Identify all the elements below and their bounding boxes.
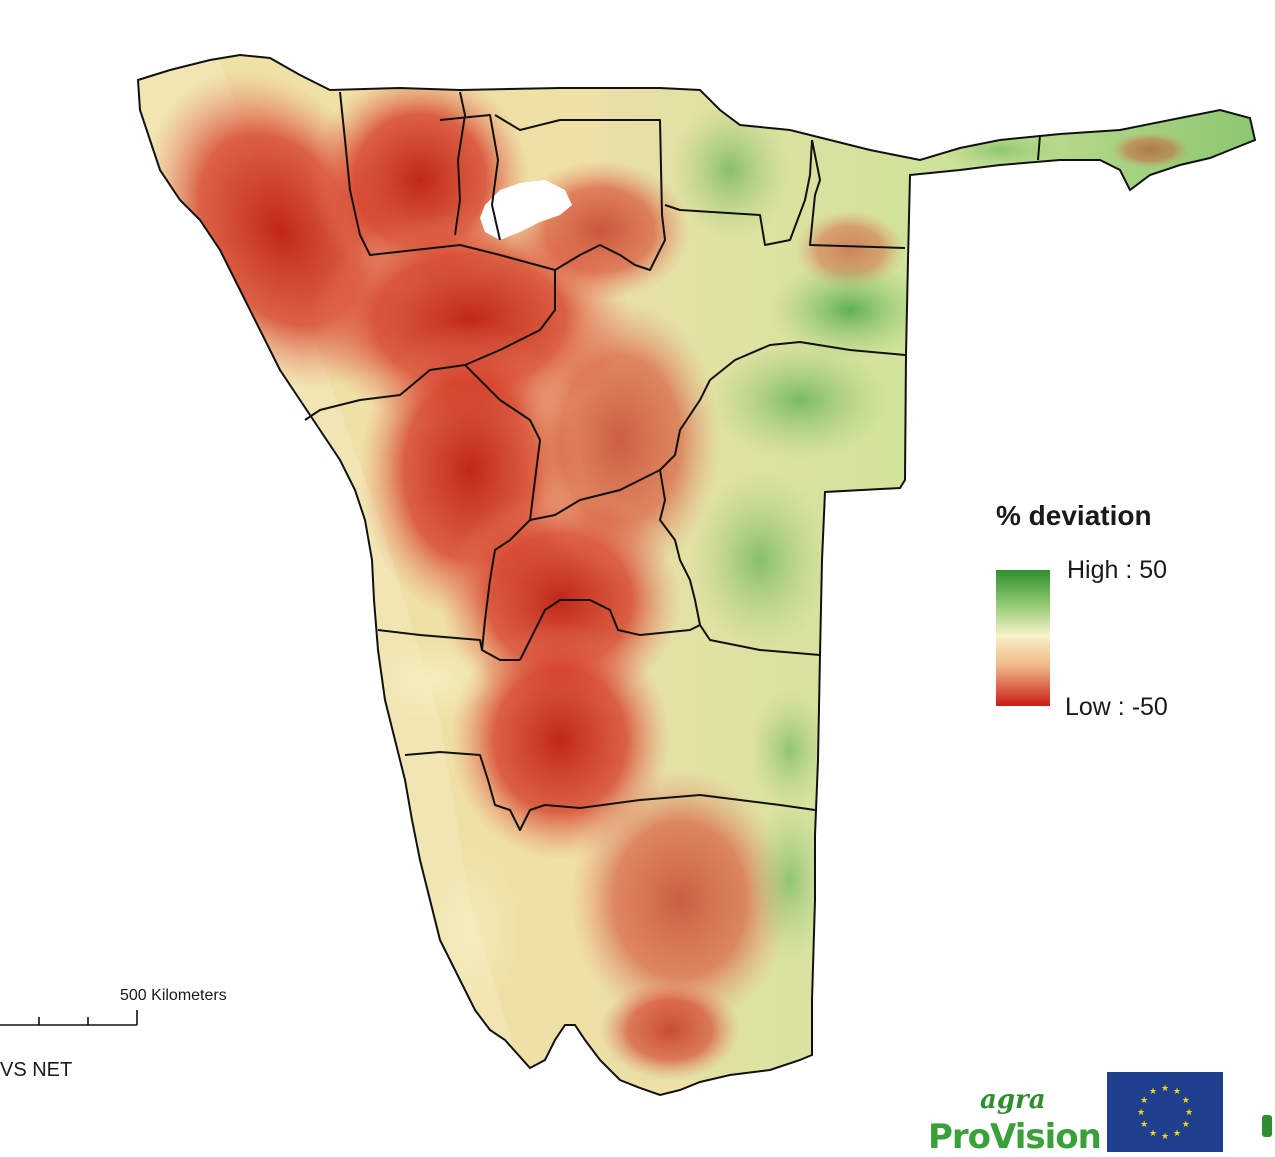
region-boundaries — [304, 91, 1041, 831]
scale-bar — [0, 1010, 138, 1026]
eu-star-icon: ★ — [1149, 1129, 1157, 1139]
legend-low-label: Low : -50 — [1065, 693, 1168, 721]
edge-logo-fragment — [1262, 1115, 1272, 1137]
eu-star-icon: ★ — [1140, 1096, 1148, 1106]
eu-star-icon: ★ — [1173, 1087, 1181, 1097]
eu-star-icon: ★ — [1161, 1132, 1169, 1142]
eu-flag-stars: ★ ★★★★★★★★★★★ — [1137, 1084, 1193, 1142]
agra-logo-big-text: ProVision — [928, 1117, 1102, 1157]
eu-star-icon: ★ — [1149, 1087, 1157, 1097]
eu-star-icon: ★ — [1182, 1120, 1190, 1130]
eu-star-icon: ★ — [1185, 1108, 1193, 1118]
legend-high-label: High : 50 — [1067, 556, 1168, 584]
legend-color-ramp — [996, 570, 1050, 706]
agra-logo-small-text: agra — [980, 1085, 1046, 1115]
eu-star-icon: ★ — [1137, 1108, 1145, 1118]
agra-provision-logo: agra ProVision — [928, 1085, 1102, 1157]
scale-bar-label: 500 Kilometers — [120, 987, 227, 1004]
eu-star-icon: ★ — [1173, 1129, 1181, 1139]
legend-title: % deviation — [996, 500, 1152, 531]
eu-flag-icon: ★ ★ ★ ★ ★ ★ ★ ★ ★ ★ ★ ★ — [1107, 1072, 1223, 1152]
source-credit: VS NET — [0, 1059, 73, 1081]
etosha-pan — [480, 180, 572, 240]
eu-star-icon: ★ — [1161, 1084, 1169, 1094]
eu-star-icon: ★ — [1182, 1096, 1190, 1106]
eu-star-icon: ★ — [1140, 1120, 1148, 1130]
